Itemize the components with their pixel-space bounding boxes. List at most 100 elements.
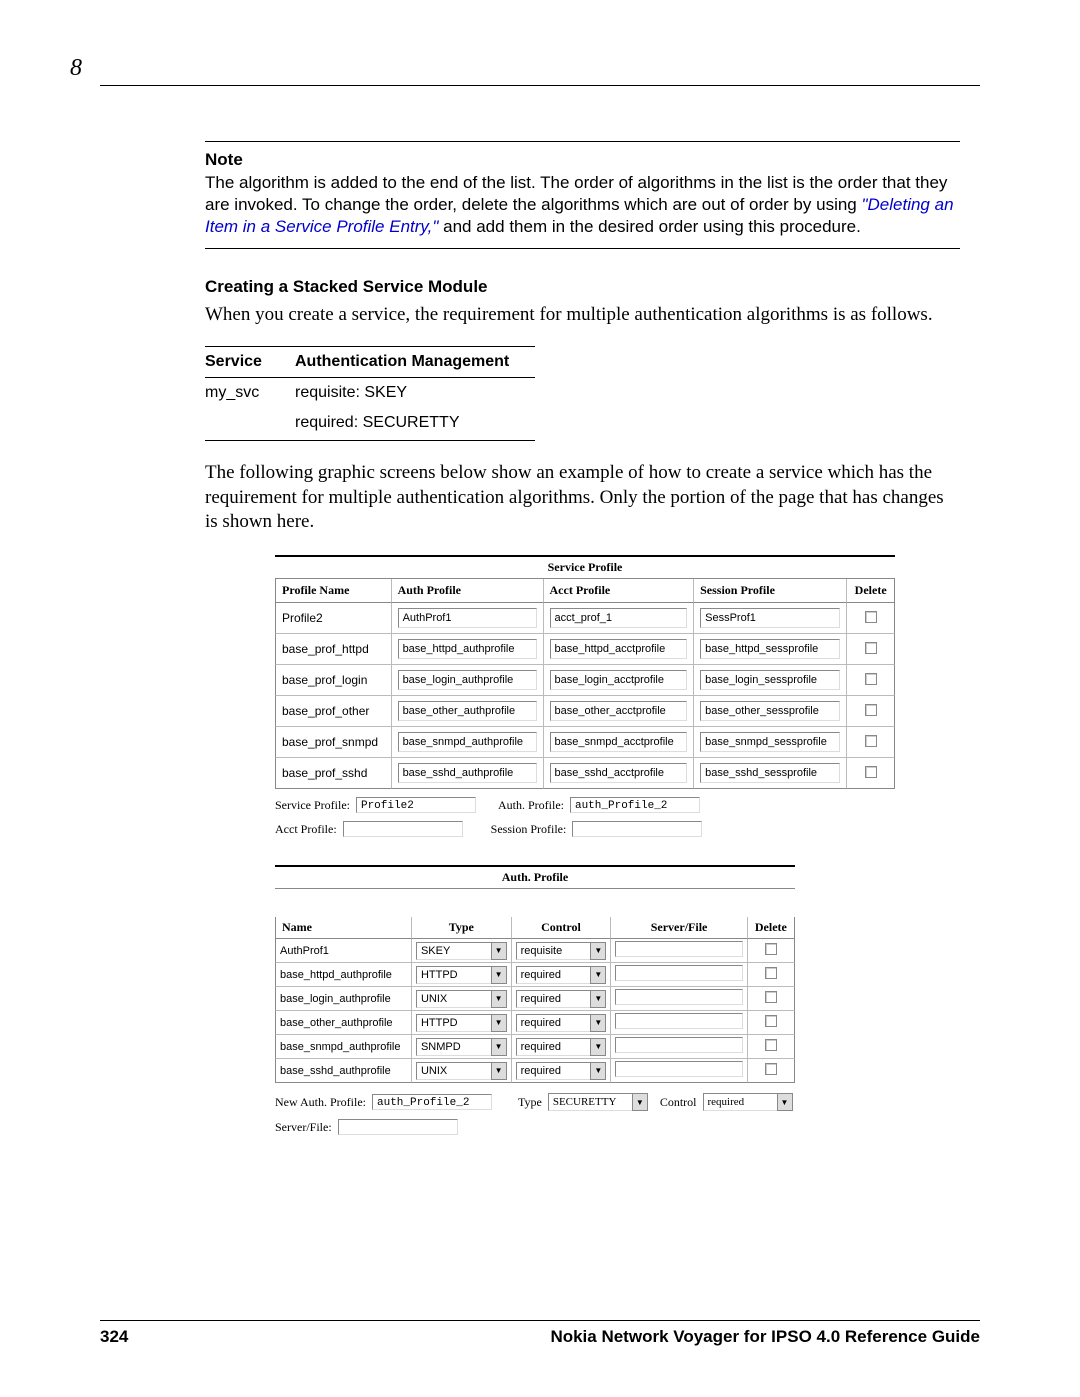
sp-sess-input[interactable]: SessProf1 [700, 608, 840, 628]
delete-checkbox[interactable] [865, 704, 877, 716]
delete-checkbox[interactable] [765, 967, 777, 979]
section-heading: Creating a Stacked Service Module [205, 277, 960, 297]
sp-sess-cell: base_snmpd_sessprofile [694, 727, 847, 758]
sp-header-del: Delete [847, 579, 895, 603]
ap-delete-cell [748, 939, 795, 963]
ap-sf-input[interactable] [615, 965, 742, 981]
delete-checkbox[interactable] [865, 673, 877, 685]
acct-profile-label: Acct Profile: [275, 822, 337, 837]
delete-checkbox[interactable] [765, 991, 777, 1003]
type-dropdown[interactable]: SECURETTY ▼ [548, 1093, 648, 1111]
mid-paragraph: The following graphic screens below show… [205, 461, 960, 535]
type-dropdown[interactable]: HTTPD▼ [416, 966, 507, 984]
sess-profile-input[interactable] [572, 821, 702, 837]
sp-acct-input[interactable]: base_sshd_acctprofile [550, 763, 688, 783]
sp-acct-input[interactable]: acct_prof_1 [550, 608, 688, 628]
sp-delete-cell [847, 696, 895, 727]
sp-sess-input[interactable]: base_sshd_sessprofile [700, 763, 840, 783]
sp-acct-input[interactable]: base_other_acctprofile [550, 701, 688, 721]
ap-sf-input[interactable] [615, 989, 742, 1005]
sp-auth-input[interactable]: base_sshd_authprofile [398, 763, 537, 783]
ap-sf-input[interactable] [615, 941, 742, 957]
table-row: base_other_authprofileHTTPD▼required▼ [275, 1011, 795, 1035]
sp-auth-input[interactable]: AuthProf1 [398, 608, 537, 628]
sp-header-acct: Acct Profile [544, 579, 695, 603]
sp-header-name: Profile Name [275, 579, 392, 603]
ap-type-cell: SNMPD▼ [412, 1035, 512, 1059]
delete-checkbox[interactable] [865, 642, 877, 654]
mini-service-cell: my_svc [205, 377, 295, 408]
control-dropdown[interactable]: required▼ [516, 1014, 607, 1032]
ap-name-cell: AuthProf1 [275, 939, 412, 963]
sp-auth-cell: base_login_authprofile [392, 665, 544, 696]
ap-sf-input[interactable] [615, 1061, 742, 1077]
sp-delete-cell [847, 727, 895, 758]
sp-name-cell: base_prof_other [275, 696, 392, 727]
type-dropdown[interactable]: UNIX▼ [416, 1062, 507, 1080]
sp-acct-input[interactable]: base_httpd_acctprofile [550, 639, 688, 659]
ap-delete-cell [748, 1035, 795, 1059]
chevron-down-icon: ▼ [491, 990, 507, 1008]
chapter-number: 8 [70, 55, 82, 82]
ap-delete-cell [748, 987, 795, 1011]
sp-acct-input[interactable]: base_login_acctprofile [550, 670, 688, 690]
delete-checkbox[interactable] [765, 1015, 777, 1027]
control-dropdown[interactable]: required▼ [516, 966, 607, 984]
control-dropdown[interactable]: requisite▼ [516, 942, 607, 960]
ap-form-row-2: Server/File: [275, 1119, 960, 1135]
ap-delete-cell [748, 1011, 795, 1035]
control-dropdown[interactable]: required▼ [516, 1038, 607, 1056]
sp-sess-input[interactable]: base_httpd_sessprofile [700, 639, 840, 659]
sp-auth-input[interactable]: base_snmpd_authprofile [398, 732, 537, 752]
new-auth-input[interactable]: auth_Profile_2 [372, 1094, 492, 1110]
sp-sess-cell: base_other_sessprofile [694, 696, 847, 727]
mini-header-auth: Authentication Management [295, 346, 535, 377]
ap-sf-input[interactable] [615, 1013, 742, 1029]
sp-sess-input[interactable]: base_login_sessprofile [700, 670, 840, 690]
chevron-down-icon: ▼ [491, 1062, 507, 1080]
type-dropdown-value: HTTPD [416, 966, 491, 984]
intro-paragraph: When you create a service, the requireme… [205, 303, 960, 328]
acct-profile-input[interactable] [343, 821, 463, 837]
control-dropdown-value: required [516, 1062, 591, 1080]
server-file-input[interactable] [338, 1119, 458, 1135]
ap-sf-input[interactable] [615, 1037, 742, 1053]
sp-auth-input[interactable]: base_login_authprofile [398, 670, 537, 690]
control-dropdown[interactable]: required ▼ [703, 1093, 793, 1111]
chevron-down-icon: ▼ [590, 1038, 606, 1056]
type-dropdown[interactable]: SKEY▼ [416, 942, 507, 960]
type-dropdown-value: SKEY [416, 942, 491, 960]
sp-header-auth: Auth Profile [392, 579, 544, 603]
svc-profile-input[interactable]: Profile2 [356, 797, 476, 813]
delete-checkbox[interactable] [765, 1039, 777, 1051]
content-area: Note The algorithm is added to the end o… [205, 141, 960, 1135]
sp-auth-input[interactable]: base_httpd_authprofile [398, 639, 537, 659]
control-dropdown[interactable]: required▼ [516, 990, 607, 1008]
page-footer: 324 Nokia Network Voyager for IPSO 4.0 R… [100, 1320, 980, 1347]
delete-checkbox[interactable] [765, 1063, 777, 1075]
chevron-down-icon: ▼ [777, 1093, 793, 1111]
sp-auth-input[interactable]: base_other_authprofile [398, 701, 537, 721]
ap-control-cell: requisite▼ [512, 939, 612, 963]
screenshot-area: Service Profile Profile Name Auth Profil… [275, 555, 960, 1135]
page-number: 324 [100, 1327, 128, 1347]
delete-checkbox[interactable] [865, 766, 877, 778]
type-dropdown[interactable]: UNIX▼ [416, 990, 507, 1008]
delete-checkbox[interactable] [865, 611, 877, 623]
auth-profile-input[interactable]: auth_Profile_2 [570, 797, 700, 813]
ap-control-cell: required▼ [512, 1059, 612, 1083]
type-dropdown[interactable]: HTTPD▼ [416, 1014, 507, 1032]
sp-sess-input[interactable]: base_snmpd_sessprofile [700, 732, 840, 752]
control-dropdown[interactable]: required▼ [516, 1062, 607, 1080]
control-dropdown-value: required [516, 966, 591, 984]
sp-sess-input[interactable]: base_other_sessprofile [700, 701, 840, 721]
ap-header-control: Control [512, 917, 612, 939]
delete-checkbox[interactable] [865, 735, 877, 747]
page: 8 Note The algorithm is added to the end… [0, 0, 1080, 1397]
note-heading: Note [205, 150, 960, 170]
type-dropdown[interactable]: SNMPD▼ [416, 1038, 507, 1056]
type-dropdown-value: HTTPD [416, 1014, 491, 1032]
sp-acct-input[interactable]: base_snmpd_acctprofile [550, 732, 688, 752]
sp-auth-cell: base_snmpd_authprofile [392, 727, 544, 758]
delete-checkbox[interactable] [765, 943, 777, 955]
